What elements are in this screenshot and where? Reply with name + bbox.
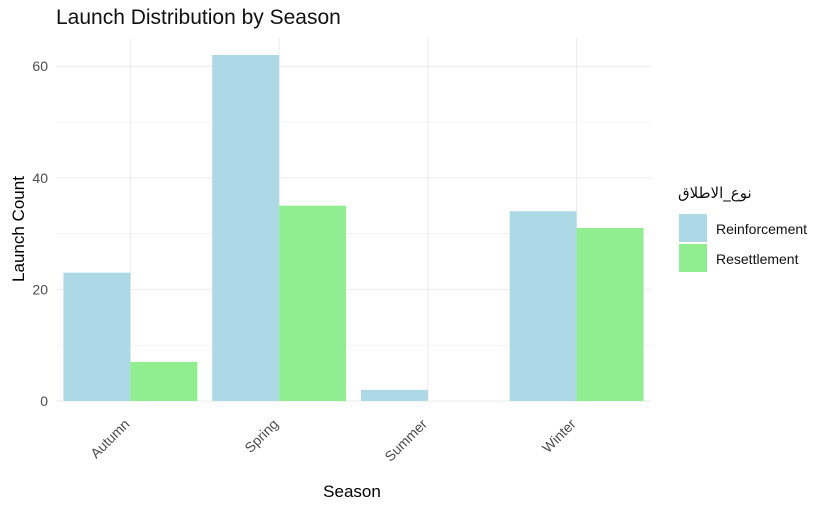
y-tick-label: 60 bbox=[32, 58, 48, 74]
x-tick-label: Spring bbox=[241, 416, 281, 456]
x-tick-label: Winter bbox=[539, 416, 579, 456]
y-axis-title: Launch Count bbox=[9, 176, 28, 282]
bar-resettlement-autumn bbox=[130, 361, 198, 401]
x-axis-title: Season bbox=[323, 482, 381, 501]
x-tick-label: Autumn bbox=[87, 416, 132, 461]
bar-resettlement-winter bbox=[576, 228, 644, 401]
bar-reinforcement-winter bbox=[509, 211, 577, 401]
y-tick-label: 40 bbox=[32, 170, 48, 186]
y-tick-label: 0 bbox=[40, 393, 48, 409]
legend-key-resettlement bbox=[679, 244, 707, 272]
bar-reinforcement-summer bbox=[360, 389, 428, 401]
x-tick-label: Summer bbox=[381, 416, 430, 465]
legend-label-reinforcement: Reinforcement bbox=[716, 221, 807, 237]
bar-reinforcement-autumn bbox=[63, 272, 131, 401]
legend-label-resettlement: Resettlement bbox=[716, 251, 799, 267]
bar-resettlement-spring bbox=[279, 205, 347, 401]
legend-key-reinforcement bbox=[679, 214, 707, 242]
y-tick-label: 20 bbox=[32, 281, 48, 297]
bar-reinforcement-spring bbox=[212, 55, 280, 401]
bars bbox=[63, 55, 644, 401]
legend: نوع_الاطلاق Reinforcement Resettlement bbox=[678, 184, 807, 272]
chart-title: Launch Distribution by Season bbox=[56, 6, 341, 29]
legend-title: نوع_الاطلاق bbox=[678, 184, 752, 203]
